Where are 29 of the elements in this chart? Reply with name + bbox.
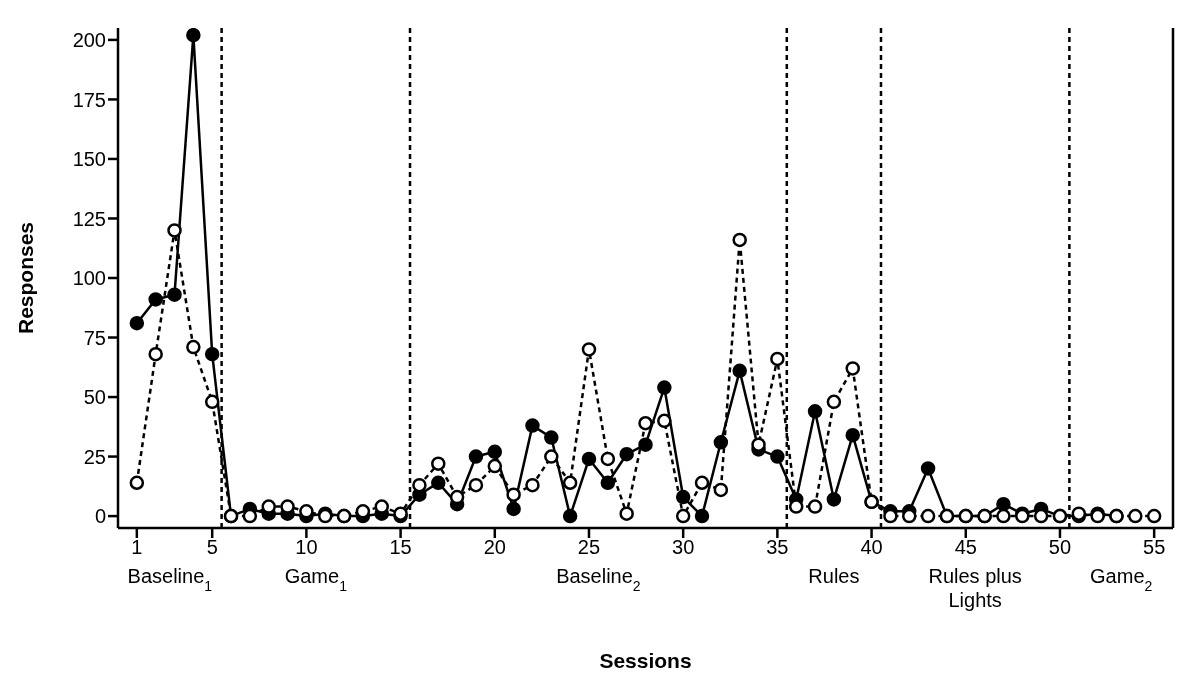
y-tick-label: 75: [83, 326, 106, 349]
x-tick-label: 35: [766, 536, 789, 559]
y-tick-label: 200: [72, 29, 106, 51]
y-tick-label: 25: [83, 445, 106, 468]
y-tick-label: 0: [94, 505, 106, 528]
x-tick-label: 25: [577, 536, 601, 559]
x-tick-label: 30: [672, 536, 695, 559]
x-tick-label: 5: [206, 536, 218, 559]
y-tick-label: 125: [72, 207, 106, 230]
y-tick-label: 50: [83, 386, 106, 409]
x-tick-label: 10: [295, 536, 318, 559]
y-tick-label: 150: [72, 148, 106, 171]
x-tick-label: 15: [389, 536, 412, 559]
text: Game$_{1}$: [284, 565, 348, 594]
text: Baseline$_{1}$: [127, 565, 213, 594]
y-tick-label: 175: [72, 88, 106, 111]
text: Baseline$_{2}$: [556, 565, 641, 594]
text: Rules plus Lights: [928, 565, 1022, 611]
text: Game$_{2}$: [1090, 565, 1153, 594]
y-axis-title: Responses: [14, 221, 37, 335]
text: Rules: [808, 565, 860, 587]
x-tick-label: 40: [860, 536, 883, 559]
x-axis-title: Sessions: [599, 649, 692, 672]
x-tick-label: 55: [1143, 536, 1166, 559]
x-tick-label: 1: [131, 536, 143, 559]
x-tick-label: 20: [483, 536, 506, 559]
y-tick-label: 100: [72, 267, 106, 290]
x-tick-label: 50: [1048, 536, 1072, 559]
x-tick-label: 45: [954, 536, 977, 559]
